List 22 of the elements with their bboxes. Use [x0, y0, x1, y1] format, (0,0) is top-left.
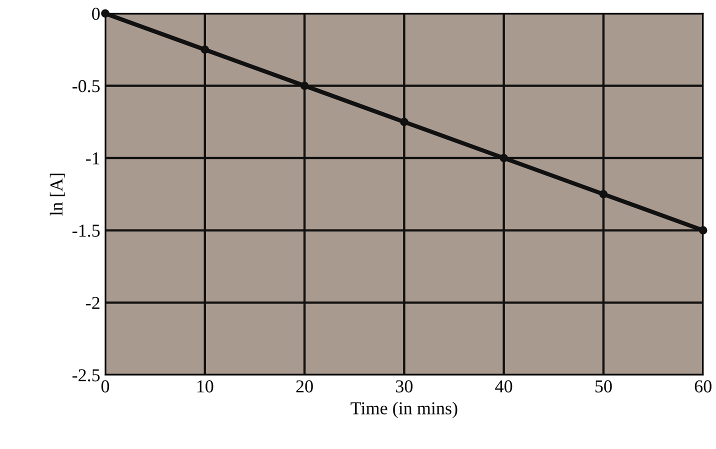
x-tick-label: 30 — [396, 380, 413, 392]
y-tick-label: -0.5 — [72, 80, 100, 92]
y-axis-title: ln [A] — [50, 174, 65, 216]
x-tick-label: 10 — [197, 380, 214, 392]
point — [101, 9, 110, 18]
point — [698, 226, 708, 235]
point — [599, 190, 608, 198]
y-tick-label: -1.5 — [72, 224, 100, 237]
x-tick-label: 40 — [495, 380, 512, 392]
y-tick-label: -2 — [86, 296, 100, 309]
point — [400, 118, 408, 126]
x-tick-label: 50 — [595, 380, 612, 392]
point — [200, 45, 210, 54]
x-tick-label: 60 — [694, 380, 712, 392]
point — [500, 154, 508, 162]
x-axis-title: Time (in mins) — [350, 402, 458, 418]
x-tick-label: 0 — [101, 380, 110, 392]
y-tick-label: -2.5 — [72, 369, 100, 382]
y-tick-label: 0 — [92, 8, 100, 20]
y-tick-label: -1 — [86, 152, 100, 164]
point — [300, 82, 309, 90]
x-tick-label: 20 — [296, 380, 313, 392]
